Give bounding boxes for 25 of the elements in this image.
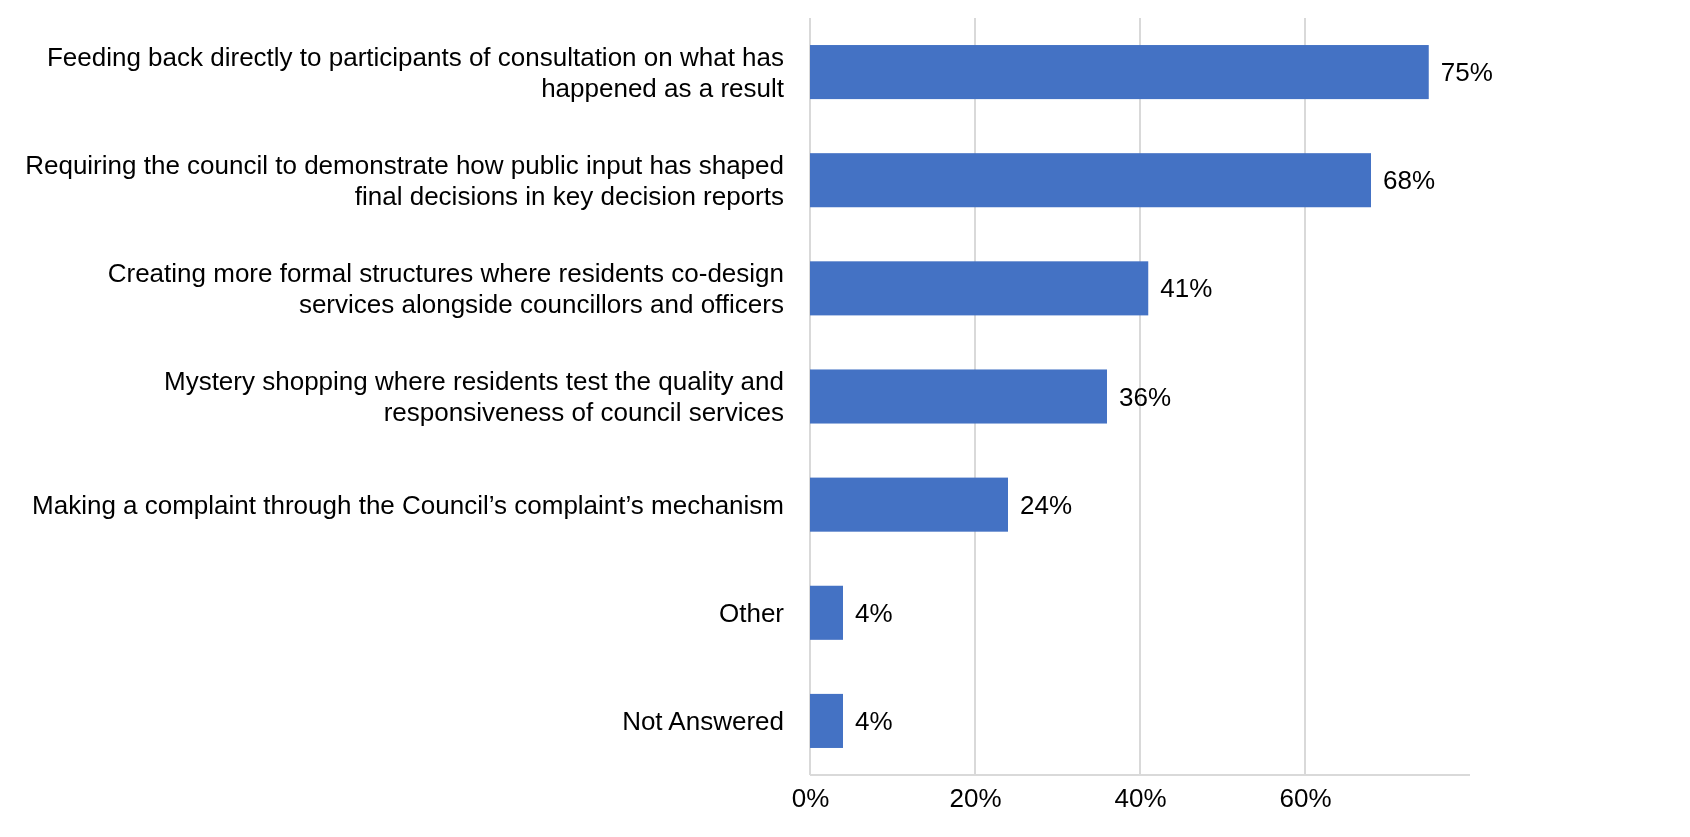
y-tick-label: Other — [718, 597, 785, 628]
x-tick-label: 40% — [1114, 783, 1167, 814]
y-tick-label: Making a complaint through the Council’s complaint’s mechanism — [32, 489, 784, 520]
bar — [810, 261, 1149, 316]
data-label: 41% — [1160, 273, 1213, 304]
x-tick-label: 20% — [949, 783, 1002, 814]
y-tick-label: Mystery shopping where residents test the quality and responsiveness of council services — [163, 366, 784, 428]
data-label: 75% — [1440, 57, 1493, 88]
data-label: 24% — [1020, 489, 1073, 520]
bar — [810, 45, 1429, 100]
y-tick-label: Not Answered — [622, 706, 784, 737]
data-label: 4% — [855, 706, 893, 737]
bar — [810, 693, 843, 748]
data-label: 68% — [1383, 165, 1436, 196]
y-tick-label: Requiring the council to demonstrate how public input has shaped final decisions in key decision reports — [25, 149, 784, 211]
x-tick-label: 60% — [1279, 783, 1332, 814]
bar — [810, 153, 1371, 208]
data-label: 4% — [855, 597, 893, 628]
y-tick-label: Feeding back directly to participants of consultation on what has happened as a result — [46, 41, 785, 103]
bar — [810, 369, 1107, 424]
bar — [810, 585, 843, 640]
data-label: 36% — [1119, 381, 1172, 412]
bar — [810, 477, 1008, 532]
x-tick-label: 0% — [791, 783, 830, 814]
y-tick-label: Creating more formal structures where residents co-design services alongside councillors and officers — [107, 257, 784, 320]
